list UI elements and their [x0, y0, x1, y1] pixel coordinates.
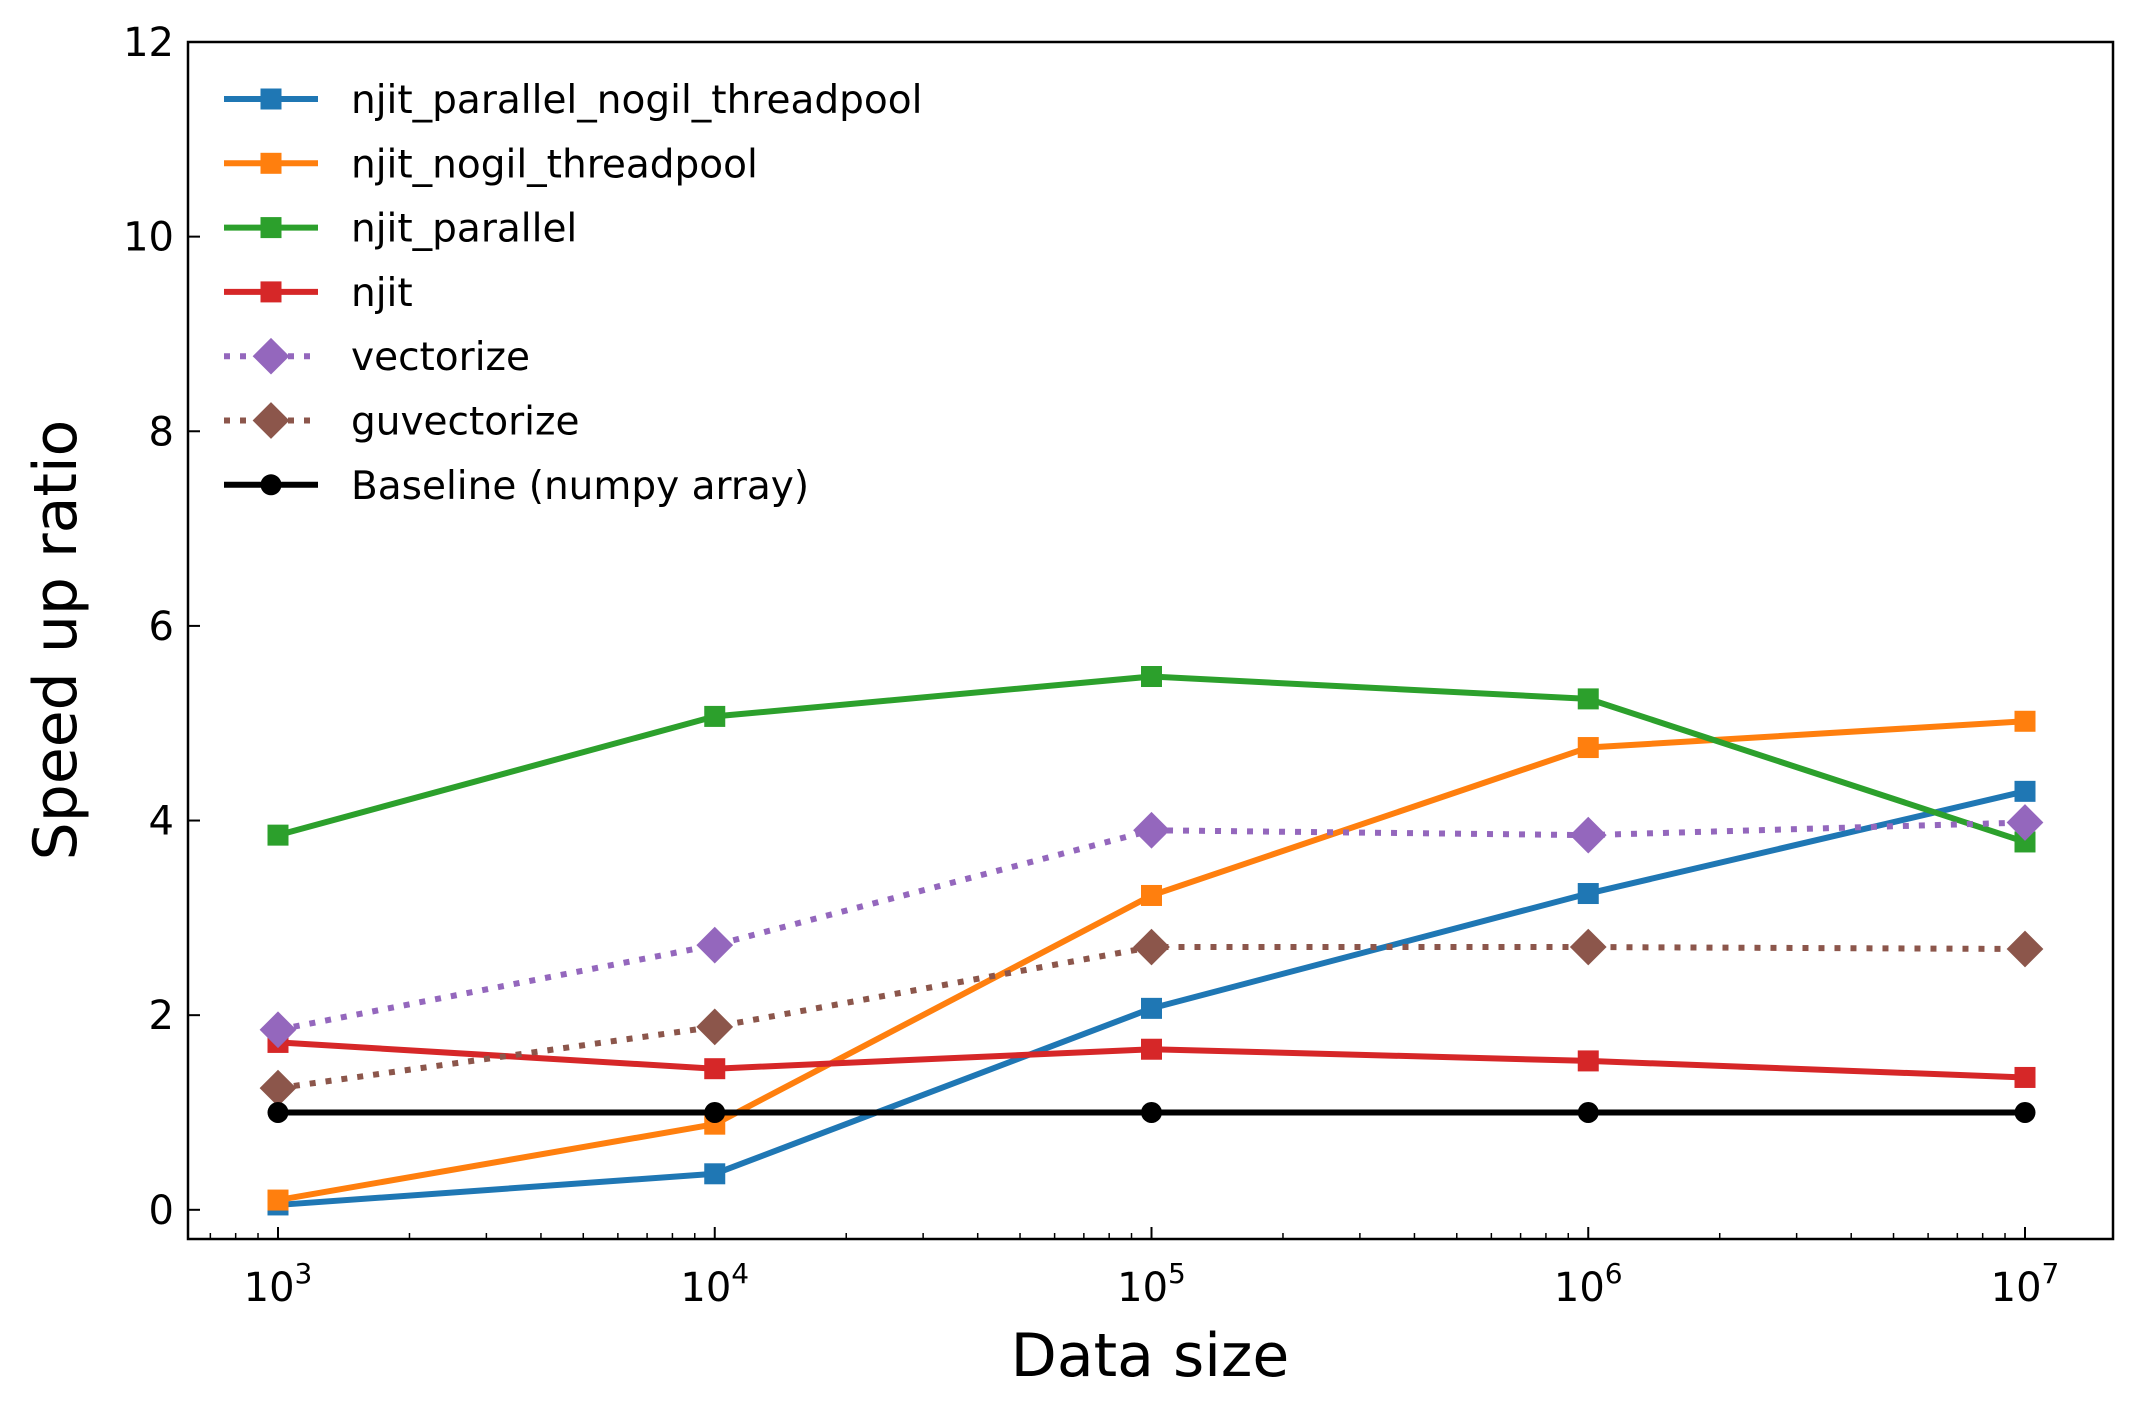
- legend-item: njit_nogil_threadpool: [224, 142, 758, 187]
- x-tick-base: 10: [680, 1265, 731, 1311]
- legend-label: njit_nogil_threadpool: [351, 142, 758, 187]
- y-tick-label: 6: [149, 604, 174, 650]
- data-point: [704, 1163, 726, 1185]
- x-tick-label: 104: [680, 1257, 749, 1311]
- series-layer: [259, 666, 2044, 1216]
- y-axis: 0 2 4 6 8 10 12: [123, 20, 200, 1234]
- legend-swatch-marker: [260, 281, 282, 303]
- y-tick-label: 4: [149, 799, 174, 845]
- x-tick-label: 103: [244, 1257, 313, 1311]
- legend-swatch-marker: [260, 474, 282, 496]
- legend-label: Baseline (numpy array): [351, 464, 809, 509]
- data-point: [267, 1101, 289, 1123]
- legend-label: njit_parallel: [351, 207, 577, 252]
- data-point: [1141, 997, 1162, 1019]
- x-tick-label: 106: [1554, 1257, 1623, 1311]
- legend-item: njit_parallel_nogil_threadpool: [224, 78, 922, 123]
- data-point: [2014, 1101, 2036, 1123]
- legend-swatch-marker: [260, 152, 282, 174]
- data-point: [2006, 930, 2044, 968]
- x-tick-base: 10: [1991, 1265, 2042, 1311]
- data-point: [2014, 831, 2036, 853]
- data-point: [1141, 666, 1162, 688]
- legend-item: vectorize: [224, 335, 530, 380]
- series-3: [267, 1031, 2036, 1088]
- data-point: [696, 926, 734, 964]
- data-point: [1141, 1038, 1162, 1060]
- data-point: [267, 1189, 289, 1211]
- x-tick-exponent: 6: [1605, 1257, 1623, 1290]
- x-tick-exponent: 5: [1168, 1257, 1186, 1290]
- x-tick-base: 10: [1554, 1265, 1605, 1311]
- data-point: [704, 1058, 726, 1080]
- data-point: [1141, 1101, 1162, 1123]
- data-point: [1577, 688, 1599, 710]
- data-point: [1141, 884, 1162, 906]
- y-tick-label: 12: [123, 20, 174, 66]
- legend-swatch-marker: [260, 217, 282, 239]
- data-point: [259, 1069, 297, 1107]
- x-tick-base: 10: [244, 1265, 295, 1311]
- data-point: [267, 824, 289, 846]
- y-tick-label: 10: [123, 215, 174, 261]
- y-tick-label: 8: [149, 409, 174, 455]
- y-tick-label: 0: [149, 1188, 174, 1234]
- data-point: [1577, 737, 1599, 759]
- data-point: [1577, 1101, 1599, 1123]
- x-tick-exponent: 3: [295, 1257, 313, 1290]
- legend-item: njit: [224, 271, 413, 316]
- legend-swatch-marker: [252, 402, 290, 439]
- data-point: [1133, 928, 1170, 966]
- legend-label: njit: [351, 271, 413, 316]
- data-point: [1577, 883, 1599, 905]
- legend-item: Baseline (numpy array): [224, 464, 809, 509]
- x-tick-base: 10: [1117, 1265, 1168, 1311]
- legend-label: guvectorize: [351, 400, 579, 445]
- legend: njit_parallel_nogil_threadpool njit_nogil…: [224, 78, 922, 509]
- y-axis-label: Speed up ratio: [21, 420, 91, 861]
- legend-label: vectorize: [351, 335, 530, 380]
- data-point: [1569, 928, 1607, 966]
- x-axis: 103 104 105 106 107: [209, 1227, 2060, 1311]
- legend-swatch-marker: [252, 337, 290, 375]
- series-6: [267, 1101, 2036, 1123]
- data-point: [259, 1011, 297, 1049]
- data-point: [1569, 816, 1607, 854]
- y-tick-label: 2: [149, 993, 174, 1039]
- x-tick-label: 105: [1117, 1257, 1186, 1311]
- data-point: [704, 1101, 726, 1123]
- data-point: [2014, 1066, 2036, 1088]
- data-point: [2014, 710, 2036, 732]
- data-point: [2006, 804, 2044, 841]
- series-2: [267, 666, 2036, 853]
- x-axis-label: Data size: [1011, 1321, 1290, 1391]
- x-tick-exponent: 7: [2042, 1257, 2060, 1290]
- data-point: [1577, 1050, 1599, 1072]
- legend-label: njit_parallel_nogil_threadpool: [351, 78, 922, 123]
- legend-item: njit_parallel: [224, 207, 577, 252]
- x-tick-exponent: 4: [731, 1257, 749, 1290]
- series-5: [259, 928, 2044, 1107]
- x-tick-label: 107: [1991, 1257, 2060, 1311]
- legend-swatch-marker: [260, 88, 282, 110]
- series-1: [267, 710, 2036, 1211]
- series-4: [259, 804, 2044, 1049]
- data-point: [704, 705, 726, 727]
- legend-item: guvectorize: [224, 400, 579, 445]
- data-point: [2014, 780, 2036, 802]
- data-point: [696, 1008, 734, 1046]
- data-point: [1133, 811, 1170, 849]
